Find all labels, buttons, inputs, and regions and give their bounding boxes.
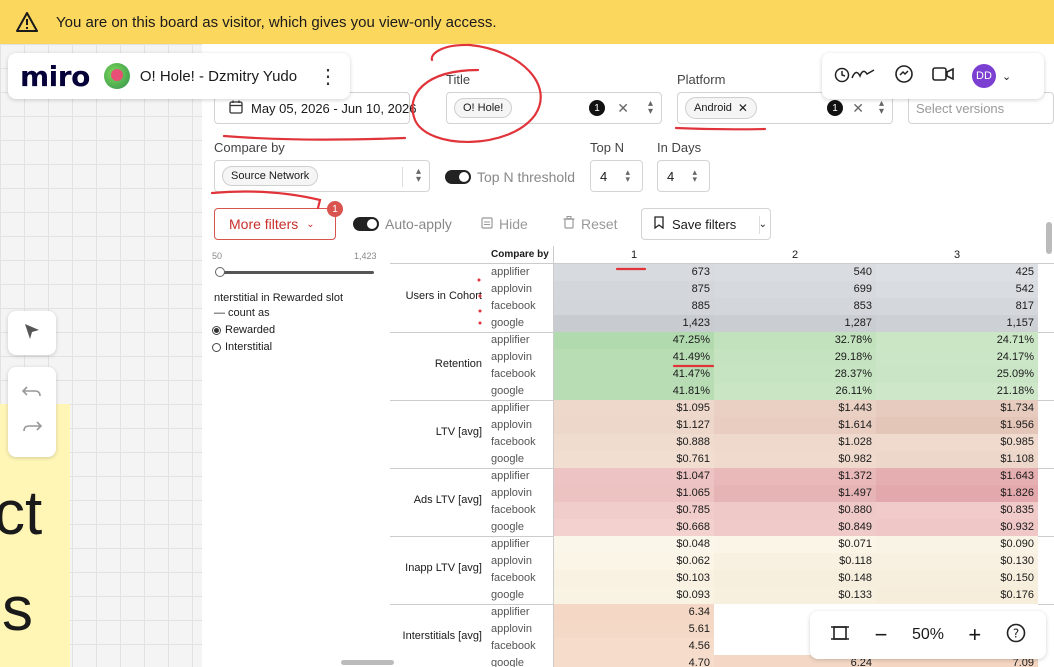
auto-apply-toggle[interactable]: Auto-apply [353,216,452,232]
hide-label: Hide [499,216,528,232]
board-title[interactable]: O! Hole! - Dzmitry Yudo [139,67,298,85]
compare-chip[interactable]: Source Network [222,166,319,186]
chevron-down-icon[interactable]: ⌄ [1002,70,1012,83]
title-filter-label: Title [446,72,471,87]
toggle-switch[interactable] [445,170,471,184]
indays-input[interactable]: 4 ▴ ▾ [657,160,710,192]
compare-by-select[interactable]: Source Network ▴ ▾ [214,160,430,192]
reactions-icon[interactable] [834,64,876,89]
svg-text:?: ? [1013,626,1019,640]
save-filters-label: Save filters [672,216,737,232]
warning-icon [16,12,40,32]
chevron-down-icon: ⌄ [306,218,315,230]
calendar-icon [229,100,243,117]
sticky-text-bottom: s [2,575,33,644]
chat-icon[interactable] [894,64,914,89]
embedded-dashboard [202,44,1054,667]
rewarded-label: Rewarded [225,324,276,336]
hide-button[interactable]: Hide [481,216,528,232]
date-range-value: May 05, 2026 - Jun 10, 2026 [251,100,417,116]
radio-unchecked-icon[interactable] [212,342,221,352]
radio-checked-icon[interactable] [212,325,221,335]
clear-platform-icon[interactable]: ✕ [852,99,864,116]
fit-to-screen-icon[interactable] [830,623,850,648]
select-arrows-icon[interactable]: ▴ ▾ [647,98,653,117]
topn-label: Top N [590,140,624,155]
topn-threshold-toggle[interactable]: Top N threshold [445,169,575,185]
title-count-badge: 1 [589,100,605,116]
cursor-icon[interactable] [22,321,42,346]
radio-rewarded[interactable]: Rewarded [212,324,275,336]
compare-by-label: Compare by [214,140,285,155]
chevron-down-icon[interactable]: ⌄ [758,218,767,230]
select-tool-panel [8,311,56,355]
title-chip[interactable]: O! Hole! [454,98,513,118]
more-filters-badge: 1 [327,201,343,217]
platform-chip-label: Android [694,102,732,114]
save-filters-button[interactable]: Save filters ⌄ [641,208,771,240]
stepper-icon[interactable]: ▴ ▾ [692,167,697,184]
radio-interstitial[interactable]: Interstitial [212,341,272,353]
trash-icon [563,216,575,232]
user-avatar[interactable]: DD [972,64,996,88]
indays-value: 4 [667,168,675,184]
remove-chip-icon[interactable]: ✕ [737,101,748,115]
banner-text: You are on this board as visitor, which … [56,13,497,31]
platform-count-badge: 1 [827,100,843,116]
history-panel [8,367,56,457]
range-slider[interactable] [220,271,374,274]
auto-apply-label: Auto-apply [385,216,452,232]
video-call-icon[interactable] [932,66,954,87]
hide-icon [481,216,493,232]
miro-logo[interactable]: miro [20,59,90,93]
select-arrows-icon[interactable]: ▴ ▾ [415,166,421,185]
zoom-in-icon[interactable]: + [968,622,982,647]
reset-label: Reset [581,216,618,232]
platform-filter-label: Platform [677,72,726,87]
board-icon [103,63,130,89]
count-as-label: — count as [214,307,270,319]
zoom-out-icon[interactable]: − [874,622,888,647]
topn-value: 4 [600,168,608,184]
slider-min: 50 [212,251,223,261]
clear-title-icon[interactable]: ✕ [617,99,629,116]
topn-input[interactable]: 4 ▴ ▾ [590,160,643,192]
more-options-icon[interactable]: ⋮ [318,65,338,88]
zoom-level[interactable]: 50% [911,626,944,643]
board-header: miro O! Hole! - Dzmitry Yudo ⋮ [8,53,350,99]
toggle-switch[interactable] [353,217,379,231]
redo-icon[interactable] [22,420,43,439]
help-icon[interactable]: ? [1006,623,1026,648]
title-chip-label: O! Hole! [463,102,504,114]
zoom-controls: − 50% + ? [810,611,1046,659]
user-menu[interactable]: DD ⌄ [972,64,1011,88]
reset-button[interactable]: Reset [563,216,618,232]
versions-placeholder: Select versions [916,100,1005,116]
interstitial-setting-title: nterstitial in Rewarded slot [214,292,344,304]
more-filters-label: More filters [229,216,299,232]
compare-chip-label: Source Network [231,170,310,182]
undo-icon[interactable] [21,385,42,404]
stepper-icon[interactable]: ▴ ▾ [625,167,630,184]
horizontal-scrollbar[interactable] [341,660,394,665]
slider-max: 1,423 [354,251,377,261]
interstitial-label: Interstitial [225,341,273,353]
slider-handle[interactable] [215,267,225,277]
visitor-banner: You are on this board as visitor, which … [0,0,1054,44]
divider [759,216,760,234]
title-select[interactable]: O! Hole! 1 ✕ ▴ ▾ [446,92,662,124]
divider [402,167,403,187]
sticky-text-top: ct [0,479,43,548]
vertical-scrollbar[interactable] [1046,222,1052,254]
topn-threshold-label: Top N threshold [477,169,576,185]
indays-label: In Days [657,140,702,155]
collaboration-toolbar: DD ⌄ [822,53,1044,99]
platform-chip[interactable]: Android ✕ [685,97,757,119]
more-filters-button[interactable]: More filters ⌄ 1 [214,201,343,240]
select-arrows-icon[interactable]: ▴ ▾ [878,98,884,117]
bookmark-icon [654,216,664,232]
